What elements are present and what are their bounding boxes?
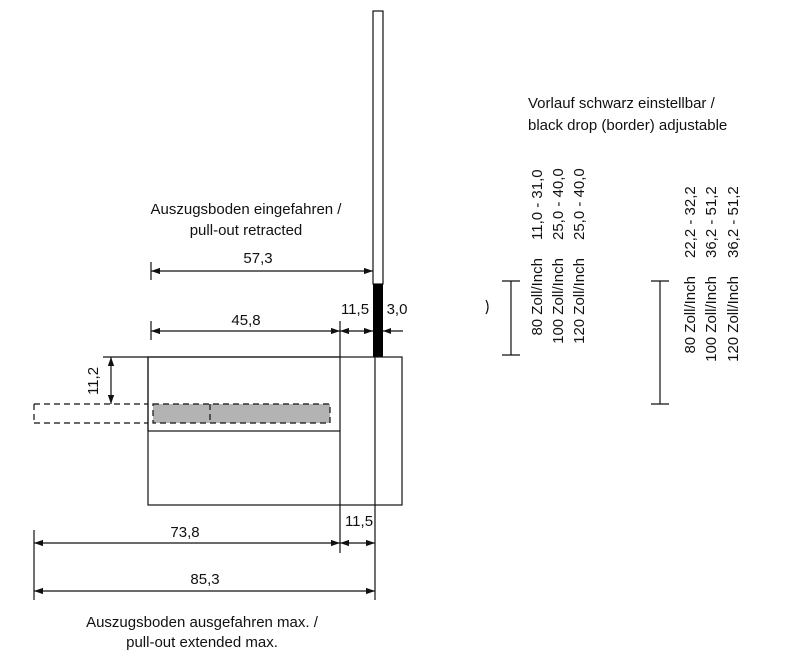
bracket-mark (485, 299, 489, 315)
caption-drop-de: Vorlauf schwarz einstellbar / (528, 95, 716, 112)
arrowhead (383, 328, 391, 334)
table2-range-80: 22,2 - 32,2 (682, 186, 699, 258)
dim-3-0: 3,0 (387, 301, 408, 318)
caption-extended-en: pull-out extended max. (126, 634, 278, 651)
table2-range-120: 36,2 - 51,2 (725, 186, 742, 258)
table1-range-80: 11,0 - 31,0 (529, 169, 546, 240)
dim-85-3: 85,3 (190, 571, 219, 588)
dim-57-3: 57,3 (243, 250, 272, 267)
screen-canvas (372, 10, 384, 285)
table1-size-100: 100 Zoll/Inch (550, 258, 567, 344)
table1-range-100: 25,0 - 40,0 (550, 168, 567, 240)
caption-drop-en: black drop (border) adjustable (528, 117, 727, 134)
dim-73-8: 73,8 (170, 524, 199, 541)
table2-size-100: 100 Zoll/Inch (703, 276, 720, 362)
dim-11-5-bottom: 11,5 (345, 513, 373, 530)
pullout-floor-outline (152, 403, 331, 424)
dim-11-5-top: 11,5 (341, 301, 369, 318)
black-drop-border (373, 284, 383, 357)
table2-range-100: 36,2 - 51,2 (703, 186, 720, 258)
dim-45-8: 45,8 (231, 312, 260, 329)
table1-range-120: 25,0 - 40,0 (571, 168, 588, 240)
pullout-floor-retracted (153, 404, 330, 423)
dim-11-2: 11,2 (85, 367, 102, 395)
caption-retracted-en: pull-out retracted (190, 222, 303, 239)
caption-extended-de: Auszugsboden ausgefahren max. / (86, 614, 319, 631)
table2-size-120: 120 Zoll/Inch (725, 276, 742, 362)
pullout-compartment (147, 356, 341, 432)
table1-size-120: 120 Zoll/Inch (571, 258, 588, 344)
table1-size-80: 80 Zoll/Inch (529, 258, 546, 336)
caption-retracted-de: Auszugsboden eingefahren / (151, 201, 343, 218)
table2-size-80: 80 Zoll/Inch (682, 276, 699, 354)
